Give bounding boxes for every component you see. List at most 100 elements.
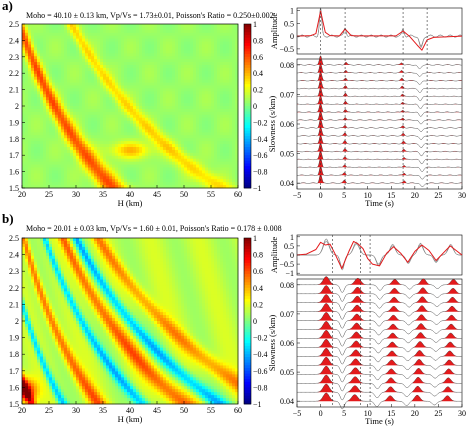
heatmap-cell <box>178 85 182 89</box>
heatmap-cell <box>196 47 200 51</box>
heatmap-cell <box>49 350 53 354</box>
heatmap-cell <box>49 56 53 60</box>
heatmap-cell <box>58 179 62 183</box>
heatmap-cell <box>151 100 155 104</box>
heatmap-cell <box>217 129 221 133</box>
heatmap-cell <box>88 24 92 28</box>
heatmap-cell <box>34 108 38 113</box>
heatmap-cell <box>232 173 236 177</box>
rf-trace-line <box>296 110 462 125</box>
heatmap-cell <box>55 368 59 372</box>
heatmap-cell <box>106 103 110 107</box>
heatmap-cell <box>43 398 47 402</box>
heatmap-cell <box>40 38 44 42</box>
heatmap-cell <box>85 29 89 34</box>
heatmap-cell <box>220 82 224 86</box>
heatmap-cell <box>160 88 164 92</box>
heatmap-cell <box>100 126 104 130</box>
heatmap-cell <box>43 132 47 136</box>
heatmap-cell <box>64 170 68 174</box>
heatmap-cell <box>22 255 26 260</box>
heatmap-cell <box>214 108 218 113</box>
heatmap-cell <box>208 135 212 139</box>
heatmap-cell <box>115 62 119 66</box>
heatmap-cell <box>142 141 146 145</box>
heatmap-cell <box>28 362 32 366</box>
heatmap-cell <box>124 85 128 89</box>
heatmap-cell <box>40 321 44 325</box>
heatmap-cell <box>67 65 71 69</box>
time-tick-label: −5 <box>293 191 302 200</box>
heatmap-cell <box>49 79 53 83</box>
heatmap-cell <box>85 50 89 54</box>
heatmap-cell <box>220 44 224 48</box>
heatmap-cell <box>46 261 50 266</box>
heatmap-cell <box>112 73 116 78</box>
heatmap-cell <box>196 114 200 119</box>
heatmap-cell <box>136 56 140 60</box>
heatmap-cell <box>205 185 209 189</box>
heatmap-cell <box>40 147 44 151</box>
heatmap-cell <box>43 365 47 369</box>
heatmap-cell <box>25 111 29 116</box>
heatmap-cell <box>133 41 137 45</box>
heatmap-cell <box>79 65 83 69</box>
heatmap-cell <box>229 185 233 189</box>
heatmap-cell <box>181 167 185 171</box>
heatmap-cell <box>226 65 230 69</box>
heatmap-cell <box>154 79 158 83</box>
heatmap-cell <box>25 179 29 183</box>
heatmap-cell <box>40 383 44 387</box>
heatmap-cell <box>181 26 185 31</box>
heatmap-cell <box>169 44 173 48</box>
heatmap-cell <box>25 315 29 319</box>
heatmap-cell <box>115 129 119 133</box>
heatmap-cell <box>88 103 92 107</box>
heatmap-cell <box>166 176 170 180</box>
heatmap-cell <box>40 306 44 310</box>
heatmap-cell <box>136 147 140 151</box>
heatmap-cell <box>208 41 212 45</box>
time-tick-label: 20 <box>411 191 419 200</box>
heatmap-cell <box>85 62 89 66</box>
heatmap-cell <box>34 312 38 316</box>
heatmap-cell <box>40 73 44 78</box>
heatmap-cell <box>37 173 41 177</box>
heatmap-cell <box>28 24 32 28</box>
heatmap-cell <box>103 56 107 60</box>
heatmap-cell <box>145 149 149 154</box>
heatmap-cell <box>58 132 62 136</box>
heatmap-cell <box>46 238 50 242</box>
heatmap-cell <box>208 155 212 160</box>
heatmap-cell <box>163 111 167 116</box>
heatmap-cell <box>40 392 44 396</box>
heatmap-cell <box>43 120 47 124</box>
heatmap-cell <box>61 76 65 81</box>
heatmap-cell <box>121 85 125 89</box>
heatmap-cell <box>106 59 110 63</box>
heatmap-cell <box>28 398 32 402</box>
heatmap-cell <box>103 117 107 122</box>
heatmap-cell <box>139 141 143 145</box>
heatmap-cell <box>223 176 227 180</box>
heatmap-cell <box>40 267 44 271</box>
heatmap-cell <box>232 155 236 160</box>
heatmap-cell <box>88 144 92 148</box>
heatmap-cell <box>31 185 35 189</box>
heatmap-cell <box>157 167 161 171</box>
heatmap-cell <box>61 129 65 133</box>
heatmap-cell <box>40 32 44 37</box>
heatmap-cell <box>139 132 143 136</box>
heatmap-cell <box>34 185 38 189</box>
heatmap-cell <box>67 167 71 171</box>
heatmap-cell <box>127 141 131 145</box>
heatmap-cell <box>139 35 143 40</box>
heatmap-cell <box>94 117 98 122</box>
heatmap-cell <box>40 291 44 295</box>
heatmap-cell <box>31 329 35 334</box>
heatmap-cell <box>235 179 239 183</box>
colorbar-segment <box>244 138 251 142</box>
heatmap-cell <box>22 323 26 328</box>
heatmap-cell <box>37 297 41 301</box>
heatmap-cell <box>34 255 38 260</box>
